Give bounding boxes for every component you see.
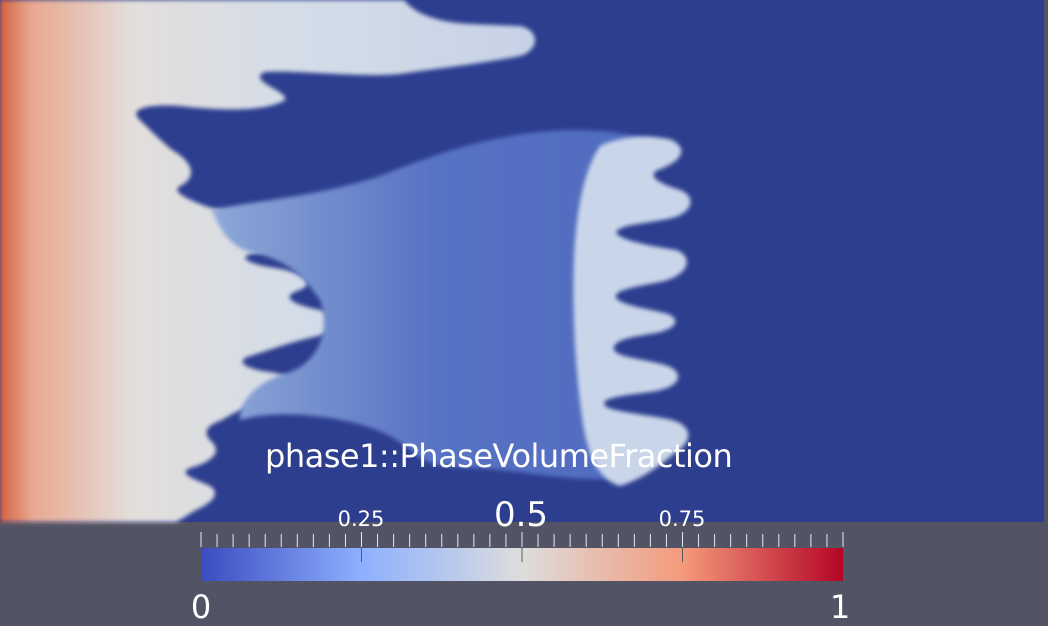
central-mixed-region — [212, 130, 653, 480]
scalar-bar-title: phase1::PhaseVolumeFraction — [265, 437, 733, 475]
tick-label-025: 0.25 — [337, 507, 385, 531]
colormap-ticks — [200, 532, 844, 562]
right-finger-front — [573, 136, 691, 486]
tick-label-075: 0.75 — [658, 507, 706, 531]
tick-label-05: 0.5 — [493, 495, 549, 535]
range-min-label: 0 — [190, 588, 212, 626]
range-max-label: 1 — [829, 588, 851, 626]
left-phase-region — [0, 0, 535, 522]
